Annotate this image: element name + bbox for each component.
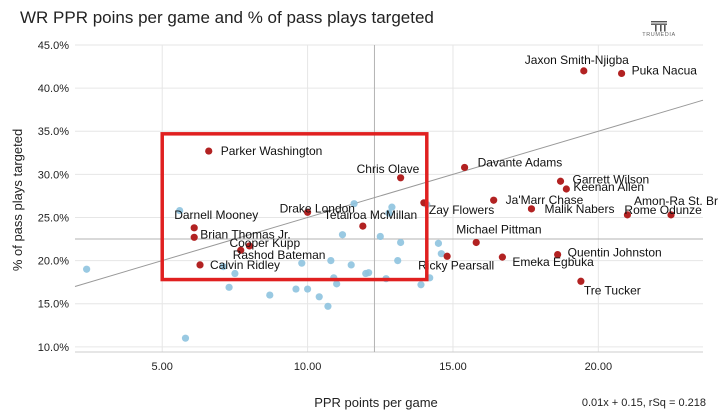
point-label: Zay Flowers <box>429 203 494 217</box>
point-label: Davante Adams <box>478 155 563 169</box>
scatter-point-labeled <box>562 185 570 193</box>
scatter-point <box>394 256 402 265</box>
point-label: Keenan Allen <box>573 180 644 194</box>
scatter-point <box>181 334 190 342</box>
point-label: Rome Odunze <box>624 203 702 217</box>
y-axis-title: % of pass plays targeted <box>10 129 25 271</box>
y-tick-label: 40.0% <box>38 83 69 95</box>
scatter-point <box>385 209 393 217</box>
scatter-point-labeled <box>577 277 585 285</box>
point-label: Calvin Ridley <box>210 258 280 272</box>
scatter-point <box>434 239 443 247</box>
point-label: Garrett Wilson <box>573 172 650 186</box>
scatter-point <box>83 265 91 273</box>
chart-title: WR PPR poins per game and % of pass play… <box>20 8 434 27</box>
trumedia-logo: TRUMEDIA <box>638 20 680 38</box>
scatter-point <box>350 200 358 208</box>
point-label: Drake London <box>280 201 355 215</box>
point-label: Parker Washington <box>221 144 323 158</box>
scatter-point <box>347 261 355 269</box>
scatter-point <box>231 269 239 278</box>
scatter-point <box>303 285 312 293</box>
scatter-point-labeled <box>527 205 536 213</box>
x-tick-label: 10.00 <box>294 361 322 373</box>
axis-ticks: 10.0% 15.0% 20.0% 25.0% 30.0% 35.0% 40.0% 45.0%… <box>38 40 612 373</box>
scatter-point <box>397 238 405 247</box>
trumedia-logo-icon <box>651 21 667 32</box>
scatter-point <box>292 285 300 293</box>
scatter-point-labeled <box>472 238 480 247</box>
point-label: Quentin Johnston <box>568 246 662 260</box>
scatter-point-labeled <box>245 242 254 250</box>
x-tick-label: 20.00 <box>585 361 613 373</box>
logo-wordmark: TRUMEDIA <box>642 32 676 38</box>
scatter-point <box>417 281 425 289</box>
regression-footnote: 0.01x + 0.15, rSq = 0.218 <box>581 397 706 409</box>
scatter-point-labeled <box>623 211 632 219</box>
point-label: Tre Tucker <box>584 283 641 297</box>
y-tick-label: 30.0% <box>38 169 69 181</box>
y-tick-label: 25.0% <box>38 212 69 224</box>
scatter-point <box>437 250 445 258</box>
y-tick-label: 35.0% <box>38 126 69 138</box>
point-label: Ricky Pearsall <box>418 258 494 272</box>
scatter-point-labeled <box>190 233 198 241</box>
scatter-point <box>333 280 341 288</box>
scatter-point-labeled <box>205 147 213 155</box>
y-tick-label: 15.0% <box>38 299 69 311</box>
scatter-point <box>219 263 227 271</box>
scatter-point <box>298 259 306 267</box>
highlight-box <box>160 132 429 282</box>
scatter-point <box>176 206 184 215</box>
y-tick-label: 10.0% <box>38 342 69 354</box>
x-tick-label: 15.00 <box>439 361 467 373</box>
scatter-point-labeled <box>554 250 562 259</box>
scatter-point <box>315 293 323 301</box>
point-label: Emeka Egbuka <box>512 255 594 269</box>
scatter-point-labeled <box>498 253 506 261</box>
scatter-point <box>324 302 332 310</box>
point-label: Cooper Kupp <box>229 236 300 250</box>
scatter-point <box>225 283 233 291</box>
point-label: Malik Nabers <box>544 202 614 216</box>
scatter-point-labeled <box>667 211 675 219</box>
y-tick-label: 45.0% <box>38 40 69 52</box>
scatter-point-labeled <box>460 163 469 172</box>
scatter-point-labeled <box>190 224 198 232</box>
scatter-point-labeled <box>237 246 245 254</box>
point-label: Chris Olave <box>357 162 420 176</box>
scatter-point-labeled <box>580 67 588 75</box>
scatter-point-labeled <box>556 177 565 185</box>
point-label: Puka Nacua <box>632 63 698 77</box>
scatter-point <box>388 203 396 211</box>
scatter-point-labeled <box>359 222 367 230</box>
reference-lines <box>74 45 704 352</box>
x-axis-title: PPR points per game <box>314 395 438 410</box>
scatter-point-labeled <box>303 208 312 216</box>
y-tick-label: 20.0% <box>38 256 69 268</box>
scatter-point-labeled <box>443 252 451 260</box>
point-label: Tetairoa McMillan <box>324 208 417 222</box>
scatter-point-labeled <box>490 196 498 204</box>
scatter-point <box>365 269 373 277</box>
scatter-point <box>327 256 335 265</box>
x-tick-label: 5.00 <box>152 361 173 373</box>
gridlines <box>75 44 703 353</box>
point-label: Rashod Bateman <box>233 248 326 262</box>
point-label: Darnell Mooney <box>174 208 258 222</box>
scatter-point-labeled <box>196 261 204 269</box>
scatter-point <box>338 231 347 239</box>
point-label: Brian Thomas Jr. <box>200 227 290 241</box>
scatter-point <box>266 291 274 299</box>
scatter-point <box>376 232 384 241</box>
scatter-point-labeled <box>397 174 405 182</box>
point-label: Ja'Marr Chase <box>506 193 584 207</box>
point-label: Michael Pittman <box>456 222 541 236</box>
point-label: Amon-Ra St. Brown <box>634 194 718 208</box>
point-label: Jaxon Smith-Njigba <box>525 53 629 67</box>
scatter-point-labeled <box>617 69 626 78</box>
trend-line <box>74 99 704 287</box>
